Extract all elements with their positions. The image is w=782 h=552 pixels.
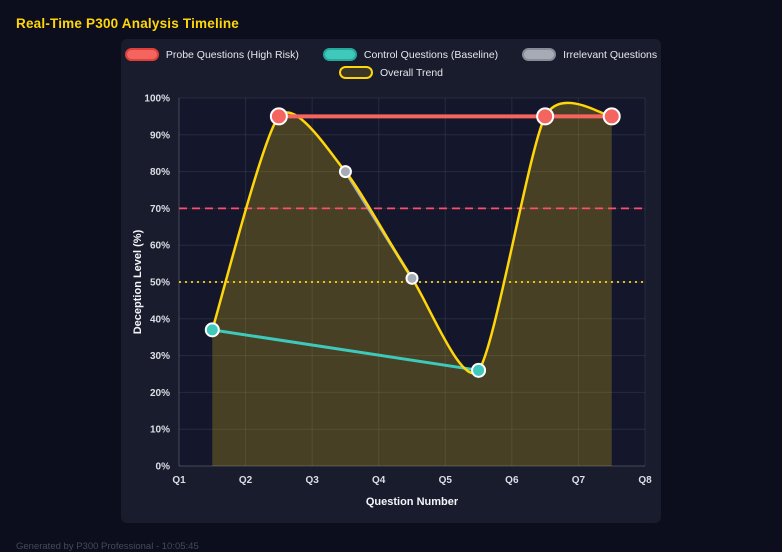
chart-legend: Probe Questions (High Risk) Control Quest… [121,48,661,79]
svg-text:Q4: Q4 [372,475,386,486]
footer-note: Generated by P300 Professional - 10:05:4… [16,541,199,552]
legend-label: Irrelevant Questions [563,48,658,61]
irrelevant-marker[interactable] [405,271,419,285]
svg-text:0%: 0% [156,462,171,473]
svg-text:Q7: Q7 [572,475,586,486]
svg-text:90%: 90% [150,130,170,141]
legend-row: Overall Trend [121,66,661,79]
svg-text:50%: 50% [150,278,170,289]
control-marker[interactable] [471,362,487,378]
control-legend-swatch [322,48,357,61]
svg-text:10%: 10% [150,425,170,436]
svg-text:Q5: Q5 [439,475,453,486]
svg-text:20%: 20% [150,388,170,399]
svg-text:30%: 30% [150,351,170,362]
control-marker[interactable] [204,322,220,338]
svg-text:60%: 60% [150,241,170,252]
legend-row: Probe Questions (High Risk) Control Quest… [121,48,661,61]
legend-item-trend[interactable]: Overall Trend [338,66,444,79]
y-axis-ticks: 0% 10% 20% 30% 40% 50% 60% 70% 80% 90% 100% [144,94,170,473]
svg-text:70%: 70% [150,204,170,215]
legend-label: Overall Trend [379,66,444,79]
probe-legend-swatch [124,48,159,61]
legend-label: Control Questions (Baseline) [363,48,499,61]
probe-marker[interactable] [536,107,555,126]
svg-text:Q1: Q1 [172,475,186,486]
probe-marker[interactable] [602,107,621,126]
legend-item-control[interactable]: Control Questions (Baseline) [322,48,499,61]
legend-item-probe[interactable]: Probe Questions (High Risk) [124,48,299,61]
svg-text:Q3: Q3 [305,475,319,486]
svg-text:Q2: Q2 [239,475,253,486]
x-axis-label: Question Number [366,496,459,508]
page-title: Real-Time P300 Analysis Timeline [16,16,240,31]
trend-legend-swatch [338,66,373,79]
control-line[interactable] [210,328,481,372]
svg-text:Q8: Q8 [638,475,652,486]
irrelevant-marker[interactable] [338,165,352,179]
x-axis-ticks: Q1 Q2 Q3 Q4 Q5 Q6 Q7 Q8 [172,475,652,486]
legend-item-irrelevant[interactable]: Irrelevant Questions [522,48,657,61]
svg-text:40%: 40% [150,314,170,325]
svg-text:80%: 80% [150,167,170,178]
svg-text:Q6: Q6 [505,475,519,486]
legend-label: Probe Questions (High Risk) [165,48,299,61]
y-axis-label: Deception Level (%) [132,229,144,334]
timeline-chart[interactable]: 0%10%20%30%40%50%60%70%80%90%100%Q1 Q2 Q3 Q… [121,84,657,514]
chart-panel: Probe Questions (High Risk) Control Quest… [121,39,661,523]
probe-marker[interactable] [269,107,288,126]
irrelevant-legend-swatch [522,48,557,61]
svg-text:100%: 100% [144,94,170,105]
